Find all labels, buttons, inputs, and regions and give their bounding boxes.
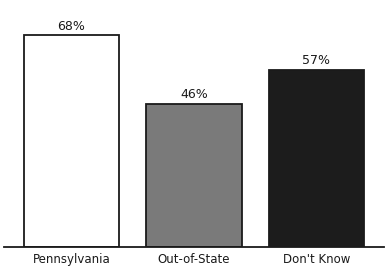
Bar (24, 35, 119, 247)
Text: 68%: 68% (57, 20, 85, 33)
Bar (146, 104, 242, 247)
Bar (269, 70, 364, 247)
Text: 57%: 57% (303, 54, 331, 67)
Text: 46%: 46% (180, 88, 208, 102)
